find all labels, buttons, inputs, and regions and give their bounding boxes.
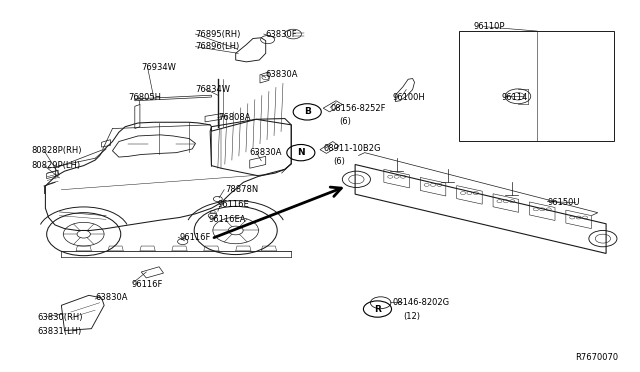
Text: B: B — [304, 108, 310, 116]
Text: R7670070: R7670070 — [575, 353, 619, 362]
Text: 96116E: 96116E — [218, 200, 250, 209]
Text: 63830F: 63830F — [266, 29, 298, 39]
Text: 08156-8252F: 08156-8252F — [330, 104, 386, 113]
Text: 63830A: 63830A — [250, 148, 282, 157]
Text: (12): (12) — [403, 312, 420, 321]
Text: 80829P(LH): 80829P(LH) — [31, 161, 81, 170]
Text: 63831(LH): 63831(LH) — [38, 327, 82, 336]
Text: 96100H: 96100H — [393, 93, 426, 102]
Text: 08911-10B2G: 08911-10B2G — [324, 144, 381, 153]
Text: R: R — [374, 305, 381, 314]
Text: 76808A: 76808A — [218, 113, 250, 122]
Text: 63830A: 63830A — [95, 293, 128, 302]
Text: 80828P(RH): 80828P(RH) — [31, 146, 82, 155]
Text: 76895(RH): 76895(RH) — [195, 29, 241, 39]
Text: (6): (6) — [333, 157, 345, 166]
Text: N: N — [297, 148, 305, 157]
Text: 78878N: 78878N — [225, 185, 259, 194]
Text: (6): (6) — [339, 117, 351, 126]
Text: 96116EA: 96116EA — [209, 215, 246, 224]
Text: 96150U: 96150U — [547, 198, 580, 207]
Text: 96116F: 96116F — [179, 233, 211, 243]
Text: 63830A: 63830A — [266, 70, 298, 79]
Text: 96110P: 96110P — [473, 22, 505, 31]
Text: 76805H: 76805H — [129, 93, 161, 102]
Text: 76934W: 76934W — [141, 63, 176, 72]
Text: 96116F: 96116F — [132, 280, 163, 289]
Text: 96114: 96114 — [501, 93, 528, 102]
Text: 76896(LH): 76896(LH) — [195, 42, 240, 51]
Text: 08146-8202G: 08146-8202G — [393, 298, 450, 307]
Text: 76834W: 76834W — [195, 85, 230, 94]
Text: 63830(RH): 63830(RH) — [38, 313, 83, 322]
